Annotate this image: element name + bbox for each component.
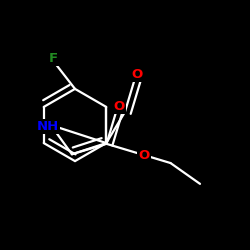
Text: F: F bbox=[48, 52, 58, 65]
Text: O: O bbox=[138, 149, 149, 162]
Text: O: O bbox=[131, 68, 142, 81]
Text: NH: NH bbox=[37, 120, 59, 133]
Text: O: O bbox=[114, 100, 125, 113]
